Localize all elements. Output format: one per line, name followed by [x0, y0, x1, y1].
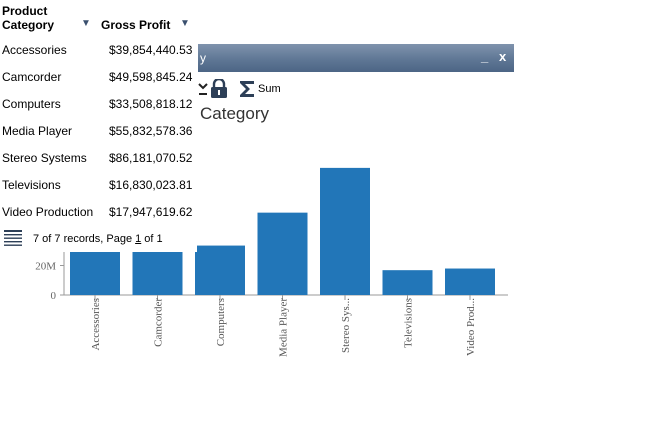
close-button[interactable]: x	[499, 49, 507, 64]
cell-category: Video Production	[2, 205, 94, 219]
table-row[interactable]: Accessories $39,854,440.53	[0, 43, 197, 70]
records-page-total: of 1	[141, 233, 163, 245]
cell-gross-profit: $55,832,578.36	[109, 124, 193, 138]
sort-down-icon[interactable]: ▼	[81, 18, 91, 29]
bar	[445, 268, 495, 295]
chart-window-titlebar[interactable]: y _ x	[198, 44, 514, 72]
table-row[interactable]: Media Player $55,832,578.36	[0, 124, 197, 151]
table-row[interactable]: Camcorder $49,598,845.24	[0, 70, 197, 97]
x-tick-label: Televisions	[403, 298, 415, 348]
y-tick-label: 0	[51, 290, 57, 302]
table-row[interactable]: Televisions $16,830,023.81	[0, 178, 197, 205]
records-count: 7 of 7 records, Page	[33, 233, 136, 245]
x-tick-label: Camcorder	[153, 298, 165, 347]
sort-down-icon[interactable]: ▼	[180, 18, 190, 29]
export-icon[interactable]	[198, 82, 208, 96]
x-tick-label: Video Prod...	[465, 298, 477, 356]
column-header-product-category[interactable]: Product Category	[2, 4, 54, 32]
cell-category: Televisions	[2, 178, 61, 192]
bar	[195, 245, 245, 295]
page-number-link[interactable]: 1	[135, 233, 142, 245]
cell-category: Media Player	[2, 124, 73, 138]
column-header-gross-profit[interactable]: Gross Profit	[101, 18, 170, 32]
list-icon[interactable]	[4, 230, 22, 248]
x-tick-label: Computers	[215, 298, 227, 346]
x-tick-label: Accessories	[90, 298, 102, 351]
bar	[320, 167, 370, 295]
sigma-icon	[240, 81, 254, 97]
column-header-label: Gross Profit	[101, 18, 171, 32]
cell-gross-profit: $33,508,818.12	[109, 97, 193, 111]
cell-gross-profit: $17,947,619.62	[109, 205, 193, 219]
sum-label: Sum	[258, 83, 281, 95]
records-status: 7 of 7 records, Page 1 of 1	[33, 233, 163, 245]
table-row[interactable]: Stereo Systems $86,181,070.52	[0, 151, 197, 178]
table-row[interactable]: Video Production $17,947,619.62	[0, 205, 197, 232]
x-tick-label: Media Player	[278, 298, 290, 357]
sum-button[interactable]: Sum	[238, 80, 281, 98]
cell-gross-profit: $16,830,023.81	[109, 178, 193, 192]
chart-window-title: y	[200, 51, 206, 65]
column-header-label-line2: Category	[2, 18, 55, 32]
cell-category: Stereo Systems	[2, 151, 87, 165]
table-row[interactable]: Computers $33,508,818.12	[0, 97, 197, 124]
bar	[257, 212, 308, 295]
lock-icon[interactable]	[210, 79, 228, 98]
chart-window: y _ x	[198, 44, 514, 72]
minimize-button[interactable]: _	[481, 49, 489, 64]
cell-gross-profit: $49,598,845.24	[109, 70, 193, 84]
cell-category: Camcorder	[2, 70, 62, 84]
grid-footer: 7 of 7 records, Page 1 of 1	[4, 229, 194, 249]
cell-category: Accessories	[2, 43, 67, 57]
y-tick-label: 20M	[35, 261, 56, 273]
data-grid: Product Category ▼ Gross Profit ▼ Access…	[0, 0, 197, 252]
cell-gross-profit: $39,854,440.53	[109, 43, 193, 57]
cell-gross-profit: $86,181,070.52	[109, 151, 193, 165]
column-header-label-line1: Product	[2, 4, 48, 18]
bar	[382, 270, 433, 295]
chart-heading: Category	[200, 104, 269, 123]
cell-category: Computers	[2, 97, 61, 111]
x-tick-label: Stereo Sys...	[340, 298, 352, 353]
